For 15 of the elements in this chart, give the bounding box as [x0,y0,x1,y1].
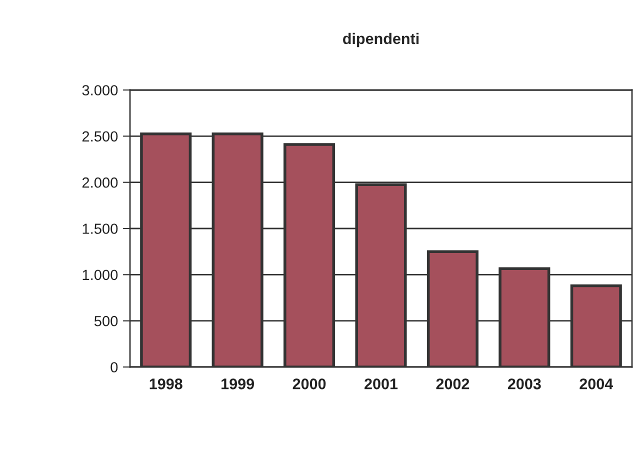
y-tick-label: 2.000 [82,177,118,188]
x-tick-label: 2004 [580,378,614,390]
y-tick-label: 1.000 [82,270,118,280]
x-tick-label: 1999 [222,378,254,390]
y-tick-label: 500 [94,316,118,326]
x-tick-label: 2003 [508,378,541,390]
x-tick-label: 2001 [364,378,398,390]
y-tick-label: 2.500 [82,131,118,142]
x-tick-label: 1998 [150,378,182,390]
chart-title: dipendenti [343,32,419,48]
x-tick-label: 2002 [436,378,470,390]
x-tick-label: 2000 [292,378,326,390]
y-tick-label: 0 [110,362,118,372]
y-tick-label: 1.500 [82,224,118,234]
y-tick-label: 3.000 [82,85,118,96]
